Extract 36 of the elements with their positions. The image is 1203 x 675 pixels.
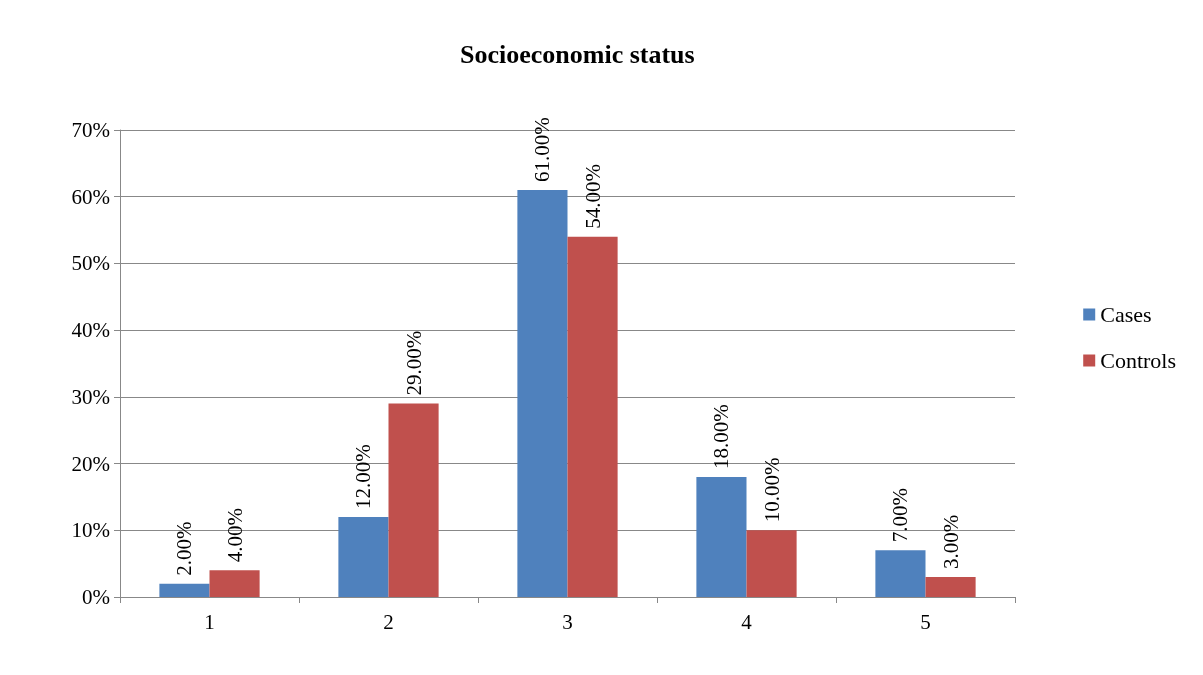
legend-label: Cases [1100,302,1152,327]
y-tick-label: 40% [71,318,110,343]
data-label: 7.00% [888,488,913,543]
y-tick-label: 10% [71,518,110,543]
bar [209,570,260,597]
y-tick-label: 0% [82,585,110,609]
x-tick-label: 5 [920,609,931,634]
data-label: 12.00% [351,444,376,509]
data-label: 54.00% [580,163,605,229]
y-tick-label: 20% [71,451,110,476]
data-label: 29.00% [401,330,426,396]
legend-label: Controls [1100,348,1177,373]
bar [159,583,210,597]
chart-title: Socioeconomic status [460,39,695,69]
y-tick-label: 50% [71,251,110,276]
bar [875,550,926,597]
y-tick-label: 60% [71,184,110,209]
data-label: 3.00% [938,514,963,569]
x-tick-label: 2 [383,609,394,634]
data-label: 18.00% [709,404,734,469]
bar [388,403,439,597]
bar [338,516,389,597]
y-tick-label: 30% [71,384,110,409]
bar [696,476,747,597]
bar [517,190,568,597]
bar [925,576,976,597]
y-tick-label: 70% [71,118,110,142]
data-label: 4.00% [222,508,247,563]
x-tick-label: 1 [204,609,215,634]
bar [567,236,618,597]
data-label: 10.00% [759,457,784,523]
bar [746,530,797,597]
x-tick-label: 4 [741,609,753,634]
data-label: 2.00% [172,521,197,576]
data-label: 61.00% [530,117,555,183]
x-tick-label: 3 [562,609,573,634]
